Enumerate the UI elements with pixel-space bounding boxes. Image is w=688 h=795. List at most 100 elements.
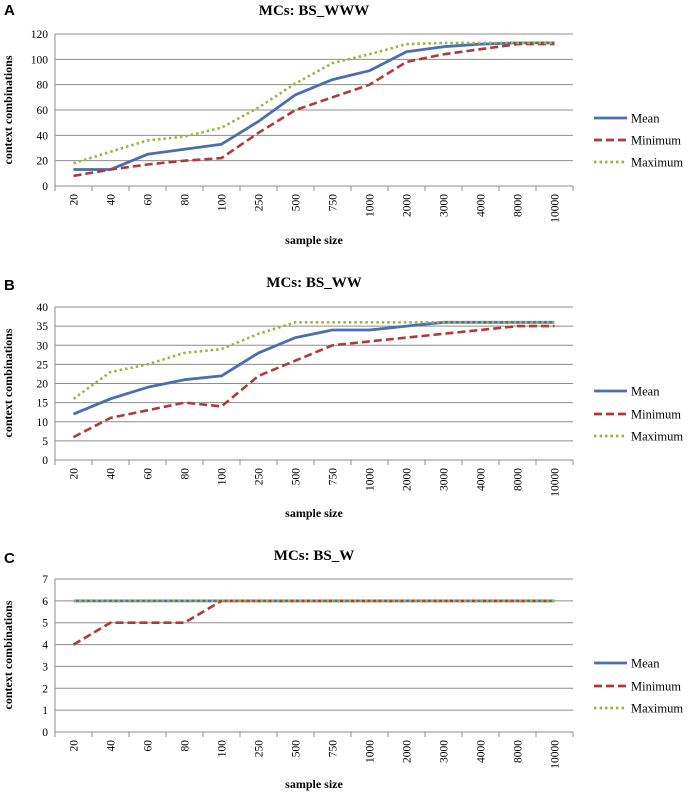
- legend-label-maximum: Maximum: [631, 156, 683, 170]
- series-line-minimum: [72, 324, 555, 439]
- x-tick-label: 4000: [476, 194, 488, 217]
- x-tick-label: 500: [291, 468, 303, 486]
- data-point-mean: [146, 386, 148, 388]
- data-point-mean: [331, 329, 333, 331]
- data-point-maximum: [516, 600, 518, 602]
- data-point-maximum: [516, 42, 518, 44]
- x-tick-label: 2000: [402, 740, 414, 763]
- x-tick-label: 1000: [365, 740, 377, 763]
- x-tick-label: 40: [106, 740, 118, 752]
- data-point-minimum: [553, 325, 555, 327]
- data-point-minimum: [368, 84, 370, 86]
- panel-label: A: [4, 2, 15, 19]
- data-point-maximum: [405, 600, 407, 602]
- data-point-maximum: [109, 371, 111, 373]
- series-line-minimum: [72, 599, 555, 646]
- x-axis-title: sample size: [285, 506, 343, 520]
- data-point-mean: [109, 398, 111, 400]
- data-point-maximum: [331, 62, 333, 64]
- x-tick-label: 60: [143, 194, 155, 206]
- data-point-maximum: [72, 162, 74, 164]
- data-point-maximum: [405, 43, 407, 45]
- chart-panel-b: B MCs: BS_WW 0 5 10 15 20 25 30 35 40 20 40 60 80 100 25…: [1, 275, 683, 520]
- y-tick-label: 120: [31, 29, 49, 41]
- x-tick-label: 60: [143, 468, 155, 480]
- x-tick-label: 20: [69, 740, 81, 752]
- chart-title: MCs: BS_W: [274, 548, 354, 564]
- y-tick-label: 20: [37, 156, 49, 168]
- data-point-maximum: [516, 321, 518, 323]
- data-point-maximum: [553, 321, 555, 323]
- x-tick-label: 80: [180, 740, 192, 752]
- data-point-minimum: [220, 157, 222, 159]
- x-tick-label: 1000: [365, 468, 377, 491]
- x-tick-label: 2000: [402, 468, 414, 491]
- data-point-maximum: [146, 139, 148, 141]
- data-point-minimum: [72, 436, 74, 438]
- x-tick-label: 20: [69, 468, 81, 480]
- data-point-mean: [331, 78, 333, 80]
- x-tick-label: 40: [106, 194, 118, 206]
- data-point-maximum: [220, 127, 222, 129]
- y-tick-label: 5: [42, 436, 48, 448]
- y-axis-title: context combinations: [1, 328, 15, 437]
- data-point-mean: [405, 51, 407, 53]
- y-tick-label: 2: [42, 683, 48, 695]
- data-point-maximum: [553, 42, 555, 44]
- legend-label-minimum: Minimum: [631, 134, 681, 148]
- x-tick-label: 8000: [513, 468, 525, 491]
- y-tick-label: 6: [42, 596, 48, 608]
- data-point-maximum: [368, 600, 370, 602]
- y-tick-label: 35: [37, 321, 49, 333]
- x-tick-label: 3000: [439, 194, 451, 217]
- data-point-minimum: [72, 643, 74, 645]
- data-point-mean: [183, 148, 185, 150]
- x-tick-label: 20: [69, 194, 81, 206]
- series-line-minimum: [73, 42, 555, 178]
- data-point-maximum: [146, 600, 148, 602]
- data-point-minimum: [479, 48, 481, 50]
- data-point-maximum: [109, 600, 111, 602]
- data-point-maximum: [479, 321, 481, 323]
- chart-title: MCs: BS_WWW: [259, 3, 369, 19]
- x-tick-label: 500: [291, 740, 303, 758]
- x-tick-label: 4000: [476, 468, 488, 491]
- data-point-minimum: [405, 336, 407, 338]
- data-point-maximum: [368, 53, 370, 55]
- panel-label: C: [4, 550, 15, 567]
- data-point-maximum: [146, 363, 148, 365]
- y-tick-label: 15: [37, 398, 49, 410]
- data-point-minimum: [479, 329, 481, 331]
- x-tick-label: 2000: [402, 194, 414, 217]
- y-axis-title: context combinations: [1, 600, 15, 709]
- y-tick-label: 5: [42, 618, 48, 630]
- data-point-maximum: [368, 321, 370, 323]
- data-point-maximum: [294, 321, 296, 323]
- data-point-minimum: [294, 109, 296, 111]
- data-point-maximum: [405, 321, 407, 323]
- legend-label-mean: Mean: [631, 112, 660, 126]
- y-tick-label: 25: [37, 359, 49, 371]
- data-point-maximum: [109, 151, 111, 153]
- data-point-maximum: [72, 600, 74, 602]
- data-point-minimum: [442, 53, 444, 55]
- data-point-mean: [405, 325, 407, 327]
- data-point-mean: [294, 94, 296, 96]
- series-line-mean: [72, 320, 555, 416]
- x-tick-label: 4000: [476, 740, 488, 763]
- legend-label-minimum: Minimum: [631, 408, 681, 422]
- legend-label-maximum: Maximum: [631, 702, 683, 716]
- data-point-minimum: [442, 333, 444, 335]
- y-tick-label: 100: [31, 54, 49, 66]
- data-point-minimum: [183, 622, 185, 624]
- data-point-maximum: [220, 348, 222, 350]
- y-tick-label: 40: [37, 130, 49, 142]
- chart-title: MCs: BS_WW: [266, 275, 361, 291]
- data-point-mean: [294, 336, 296, 338]
- data-point-minimum: [405, 61, 407, 63]
- x-tick-label: 750: [328, 468, 340, 486]
- data-point-maximum: [553, 600, 555, 602]
- x-tick-label: 10000: [550, 194, 562, 223]
- data-point-minimum: [183, 160, 185, 162]
